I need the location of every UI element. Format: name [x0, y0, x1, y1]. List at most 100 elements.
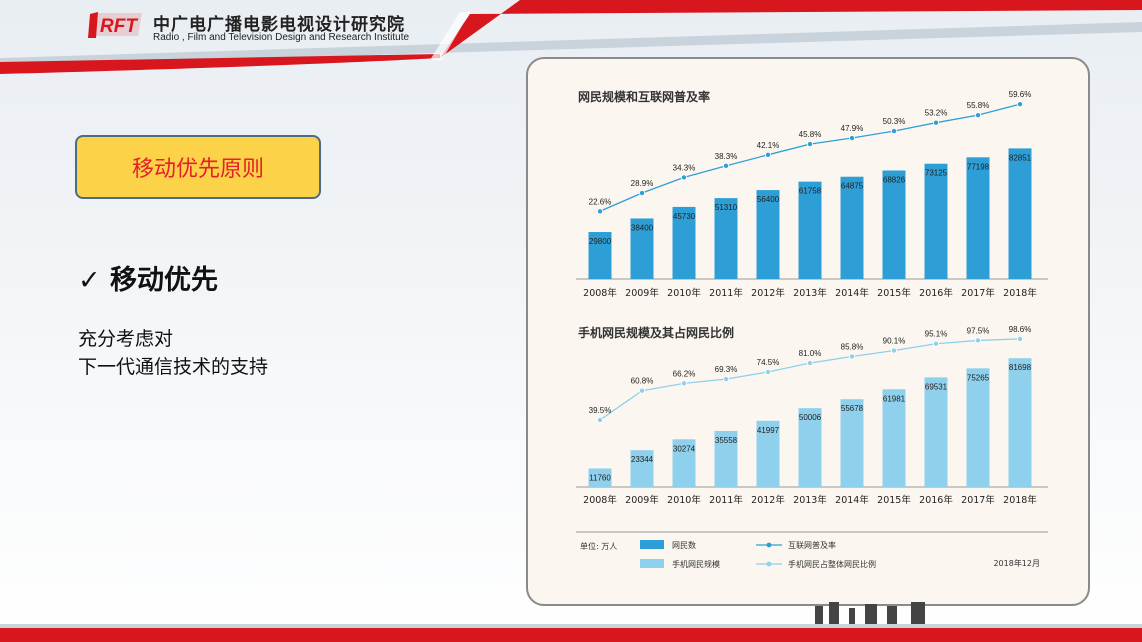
slide-title: 移动优先原则 [131, 157, 264, 182]
bar-value-label: 81698 [1009, 363, 1032, 372]
line-value-label: 45.8% [799, 130, 822, 139]
line-value-label: 47.9% [841, 124, 864, 133]
line-point [639, 190, 646, 197]
rft-logo: RFT [88, 10, 142, 40]
line-value-label: 85.8% [841, 342, 864, 351]
bar [882, 389, 906, 487]
x-tick-label: 2017年 [961, 494, 995, 506]
line-point [848, 135, 855, 142]
legend-label: 手机网民规模 [672, 559, 720, 569]
line-point [974, 112, 981, 119]
line-point [806, 141, 813, 148]
line-point [974, 337, 981, 344]
line-value-label: 98.6% [1009, 325, 1032, 334]
x-tick-label: 2014年 [835, 287, 869, 299]
line-value-label: 74.5% [757, 358, 780, 367]
bullet-description: 充分考虑对 下一代通信技术的支持 [78, 325, 268, 381]
legend-label: 手机网民占整体网民比例 [788, 559, 876, 569]
line-point [722, 162, 729, 169]
line-point [639, 387, 646, 394]
line-value-label: 34.3% [673, 163, 696, 172]
line-point [1016, 335, 1023, 342]
line-point [597, 208, 604, 215]
line-value-label: 95.1% [925, 330, 948, 339]
x-tick-label: 2010年 [667, 494, 701, 506]
x-tick-label: 2018年 [1003, 287, 1037, 299]
check-icon: ✓ [78, 265, 101, 296]
x-tick-label: 2016年 [919, 287, 953, 299]
legend-swatch-dot [766, 561, 772, 567]
x-tick-label: 2015年 [877, 287, 911, 299]
line-point [848, 353, 855, 360]
x-tick-label: 2009年 [625, 494, 659, 506]
bar [966, 368, 990, 487]
legend-label: 网民数 [672, 540, 696, 550]
header-swoosh [0, 0, 1142, 74]
bar-value-label: 11760 [589, 473, 611, 482]
line-value-label: 39.5% [589, 406, 612, 415]
line-point [806, 360, 813, 367]
bar-value-label: 51310 [715, 203, 738, 212]
description-line-1: 充分考虑对 [78, 328, 174, 350]
slide-title-box: 移动优先原则 [75, 135, 321, 199]
line-point [722, 376, 729, 383]
bar [924, 163, 948, 279]
line-value-label: 22.6% [589, 197, 612, 206]
x-tick-label: 2014年 [835, 494, 869, 506]
line-point [1016, 101, 1023, 108]
x-tick-label: 2012年 [751, 494, 785, 506]
bar-value-label: 77198 [967, 162, 990, 171]
bar [630, 450, 654, 487]
line-value-label: 59.6% [1009, 90, 1032, 99]
line-value-label: 60.8% [631, 377, 654, 386]
line-value-label: 66.2% [673, 369, 696, 378]
x-tick-label: 2013年 [793, 287, 827, 299]
line-value-label: 42.1% [757, 141, 780, 150]
slide-header: RFT 中广电广播电影电视设计研究院 Radio , Film and Tele… [0, 0, 1142, 80]
chart-title: 手机网民规模及其占网民比例 [578, 325, 734, 340]
x-tick-label: 2009年 [625, 287, 659, 299]
bar [630, 218, 654, 279]
line-value-label: 69.3% [715, 365, 738, 374]
bar-value-label: 64875 [841, 182, 864, 191]
bar [882, 170, 906, 279]
bar-value-label: 61758 [799, 187, 822, 196]
bar-value-label: 61981 [883, 394, 906, 403]
line-point [932, 340, 939, 347]
bar [1008, 148, 1032, 279]
bullet-text: 移动优先 [110, 265, 219, 296]
line-point [764, 151, 771, 158]
line-value-label: 28.9% [631, 179, 654, 188]
bar [840, 176, 864, 279]
x-tick-label: 2011年 [709, 287, 743, 299]
bar-value-label: 45730 [673, 212, 696, 221]
bar-value-label: 41997 [757, 426, 780, 435]
bar [798, 181, 822, 279]
legend-unit: 单位: 万人 [580, 541, 617, 551]
legend-swatch-bar [640, 540, 664, 549]
line-value-label: 81.0% [799, 349, 822, 358]
bar-value-label: 75265 [967, 373, 990, 382]
bar [756, 190, 780, 279]
bar [672, 206, 696, 279]
line-point [932, 119, 939, 126]
charts-svg: 网民规模和互联网普及率 29800 2008年 38400 2009年 45730 2010… [576, 89, 1048, 569]
bar-value-label: 30274 [673, 444, 696, 453]
footer-bar [0, 624, 1142, 642]
x-tick-label: 2017年 [961, 287, 995, 299]
legend-swatch-dot [766, 542, 772, 548]
svg-text:RFT: RFT [100, 16, 138, 37]
description-line-2: 下一代通信技术的支持 [78, 356, 269, 378]
bar [924, 377, 948, 487]
line-value-label: 50.3% [883, 117, 906, 126]
line-point [890, 347, 897, 354]
bar [798, 408, 822, 487]
watermark-shapes [815, 602, 925, 624]
line-point [597, 416, 604, 423]
bar-value-label: 82851 [1009, 153, 1032, 162]
bar-value-label: 56400 [757, 195, 780, 204]
legend-label: 互联网普及率 [788, 540, 836, 550]
bar [672, 439, 696, 487]
bar-value-label: 55678 [841, 404, 864, 413]
x-tick-label: 2016年 [919, 494, 953, 506]
